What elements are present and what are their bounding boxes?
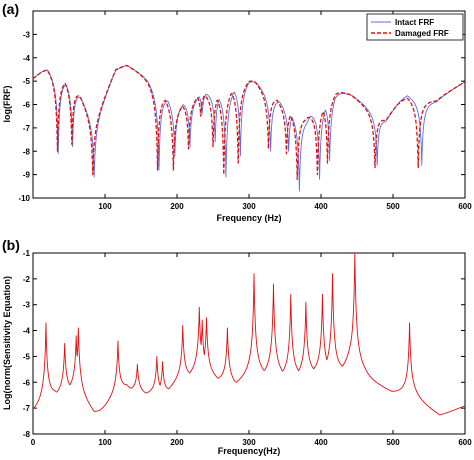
plot-area-b bbox=[32, 252, 466, 435]
y-axis-label-a: log(FRF) bbox=[2, 86, 12, 123]
x-tick-label: 100 bbox=[98, 438, 112, 447]
y-tick-label: -9 bbox=[23, 171, 31, 180]
y-tick-label: -4 bbox=[23, 54, 31, 63]
x-tick-label: 400 bbox=[314, 202, 328, 211]
panel-label-b: (b) bbox=[2, 237, 20, 253]
y-tick-label: -8 bbox=[23, 147, 31, 156]
x-tick-label: 400 bbox=[314, 438, 328, 447]
series-lines-a bbox=[32, 64, 466, 192]
series-lines-b bbox=[32, 252, 466, 416]
legend-label-damaged: Damaged FRF bbox=[395, 29, 449, 38]
y-tick-label: -3 bbox=[23, 30, 31, 39]
y-tick-label: -6 bbox=[23, 378, 31, 387]
y-axis-label-b: Log(norm(Sensitivity Equation) bbox=[2, 276, 12, 410]
y-tick-label: -1 bbox=[23, 249, 31, 258]
x-tick-label: 600 bbox=[458, 202, 472, 211]
x-tick-label: 300 bbox=[242, 438, 256, 447]
y-tick-label: -10 bbox=[18, 194, 30, 203]
x-tick-label: 100 bbox=[98, 202, 112, 211]
y-tick-label: -2 bbox=[23, 275, 31, 284]
y-tick-label: -5 bbox=[23, 352, 31, 361]
x-tick-label: 600 bbox=[458, 438, 472, 447]
x-tick-label: 200 bbox=[170, 438, 184, 447]
series-intact-frf bbox=[32, 65, 466, 192]
x-tick-label: 300 bbox=[242, 202, 256, 211]
panel-label-a: (a) bbox=[2, 1, 19, 17]
x-axis-a: 100 200 300 400 500 600 bbox=[98, 11, 472, 211]
y-tick-label: -4 bbox=[23, 327, 31, 336]
x-axis-label-b: Frequency(Hz) bbox=[218, 446, 281, 456]
x-tick-label: 500 bbox=[386, 438, 400, 447]
x-tick-label: 500 bbox=[386, 202, 400, 211]
legend-box bbox=[366, 13, 464, 41]
x-tick-label: 200 bbox=[170, 202, 184, 211]
frf-panel: (a) -10 -9 -8 -7 -6 -5 -4 -3 100 200 300 400 500 600… bbox=[2, 1, 472, 223]
y-tick-label: -3 bbox=[23, 301, 31, 310]
y-tick-label: -7 bbox=[23, 124, 31, 133]
y-tick-label: -7 bbox=[23, 404, 31, 413]
series-damaged-frf bbox=[32, 64, 466, 180]
y-axis-a: -10 -9 -8 -7 -6 -5 -4 -3 bbox=[18, 30, 465, 203]
y-axis-b: -8 -7 -6 -5 -4 -3 -2 -1 bbox=[23, 249, 465, 439]
legend: Intact FRF Damaged FRF bbox=[366, 13, 464, 41]
x-axis-b: 0 100 200 300 400 500 600 bbox=[31, 253, 472, 447]
y-tick-label: -8 bbox=[23, 430, 31, 439]
y-tick-label: -6 bbox=[23, 101, 31, 110]
series-sensitivity bbox=[32, 252, 466, 416]
x-tick-label: 0 bbox=[31, 438, 36, 447]
x-axis-label-a: Frequency (Hz) bbox=[216, 213, 281, 223]
legend-label-intact: Intact FRF bbox=[395, 18, 434, 27]
sensitivity-panel: (b) -8 -7 -6 -5 -4 -3 -2 -1 0 100 200 300 400 500 600… bbox=[2, 237, 472, 456]
y-tick-label: -5 bbox=[23, 77, 31, 86]
